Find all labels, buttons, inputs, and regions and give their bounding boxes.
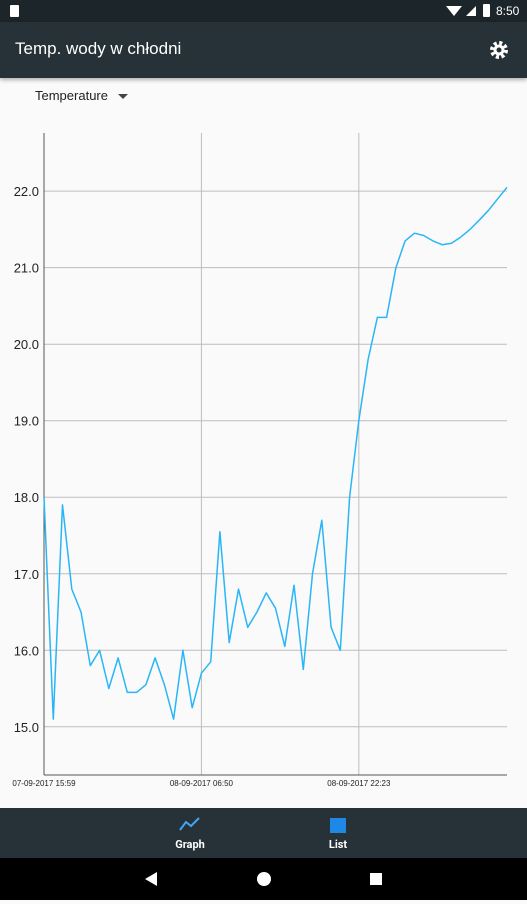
y-tick-label: 20.0 [14, 337, 39, 352]
status-icons: 8:50 [10, 4, 520, 18]
nav-label: List [328, 838, 348, 851]
y-tick-label: 16.0 [14, 643, 39, 658]
settings-button[interactable] [487, 38, 511, 62]
status-bar: 8:50 [0, 0, 527, 22]
y-tick-label: 15.0 [14, 720, 39, 735]
app-bar: Temp. wody w chłodni [0, 22, 527, 78]
list-icon [330, 818, 346, 833]
x-tick-label: 07-09-2017 15:59 [12, 779, 76, 788]
dropdown-label: Temperature [35, 88, 108, 103]
system-nav-icons [145, 872, 382, 886]
y-tick-label: 22.0 [14, 184, 39, 199]
graph-icon [179, 817, 200, 831]
nav-list[interactable]: List [278, 808, 398, 858]
nav-graph[interactable]: Graph [130, 808, 250, 858]
y-tick-label: 18.0 [14, 490, 39, 505]
x-tick-label: 08-09-2017 06:50 [170, 779, 234, 788]
bottom-nav: Graph List [0, 808, 527, 858]
app-title: Temp. wody w chłodni [15, 39, 182, 58]
series-dropdown[interactable]: Temperature [35, 88, 128, 103]
y-tick-label: 17.0 [14, 567, 39, 582]
chart: 15.0 16.0 17.0 18.0 19.0 20.0 21.0 22.0 07-09-20… [12, 133, 508, 788]
nav-label: Graph [175, 838, 205, 851]
data-line [43, 186, 508, 720]
y-tick-label: 21.0 [14, 261, 39, 276]
y-tick-label: 19.0 [14, 414, 39, 429]
x-tick-label: 08-09-2017 22:23 [327, 779, 391, 788]
status-time: 8:50 [496, 4, 520, 18]
dropdown-arrow [117, 93, 128, 99]
system-nav [0, 858, 527, 900]
